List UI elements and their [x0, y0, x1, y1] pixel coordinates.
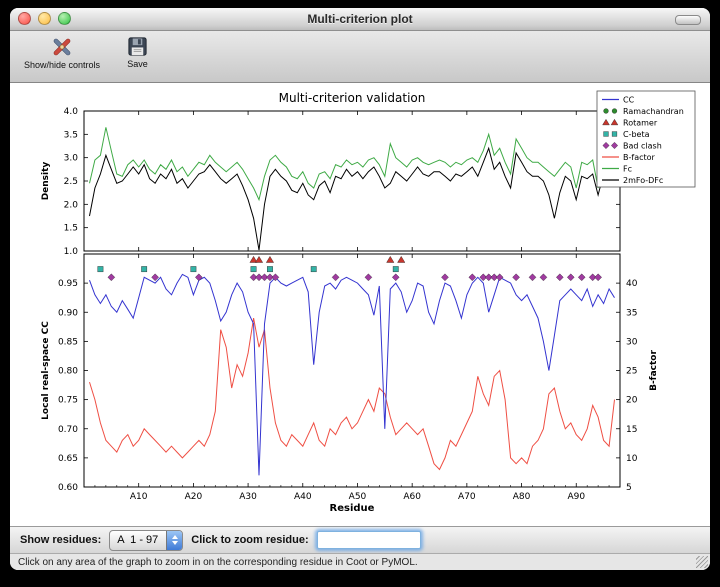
svg-text:A30: A30: [239, 492, 257, 502]
svg-text:4.0: 4.0: [64, 107, 79, 117]
tool-label: Show/hide controls: [24, 60, 101, 70]
svg-text:Fc: Fc: [623, 165, 632, 174]
svg-text:0.80: 0.80: [58, 367, 78, 377]
svg-text:20: 20: [626, 396, 638, 406]
minimize-button[interactable]: [38, 12, 51, 25]
window-controls: [18, 12, 71, 25]
svg-text:2.0: 2.0: [64, 200, 79, 210]
tool-label: Save: [127, 59, 148, 69]
plot-area: 1.0 1.5 2.0 2.5 3.0 3.5 4.0 0.60 0.65 0.70 0.75 0.8…: [10, 83, 710, 526]
svg-text:15: 15: [626, 425, 637, 435]
show-residues-label: Show residues:: [20, 534, 102, 546]
chart-legend: CC Ramachandran Rotamer C-beta Bad clash B-fa…: [596, 90, 696, 188]
svg-text:30: 30: [626, 337, 638, 347]
zoom-residue-label: Click to zoom residue:: [191, 534, 309, 546]
svg-text:C-beta: C-beta: [623, 130, 650, 139]
controls-bar: Show residues: A 1 - 97 Click to zoom re…: [10, 526, 710, 553]
window-title: Multi-criterion plot: [307, 12, 413, 26]
svg-text:10: 10: [626, 454, 638, 464]
svg-text:2.5: 2.5: [64, 177, 78, 187]
svg-text:B-factor: B-factor: [649, 350, 659, 391]
controls-icon: [53, 38, 71, 56]
svg-text:Bad clash: Bad clash: [623, 142, 662, 151]
close-button[interactable]: [18, 12, 31, 25]
svg-text:A40: A40: [294, 492, 312, 502]
svg-text:A10: A10: [130, 492, 148, 502]
svg-text:A80: A80: [513, 492, 531, 502]
svg-text:0.85: 0.85: [58, 337, 78, 347]
save-button[interactable]: Save: [122, 34, 153, 70]
svg-text:A70: A70: [458, 492, 476, 502]
status-text: Click on any area of the graph to zoom i…: [18, 556, 418, 568]
resize-grip[interactable]: [696, 556, 708, 568]
svg-text:Rotamer: Rotamer: [623, 119, 658, 128]
svg-text:2mFo-DFc: 2mFo-DFc: [623, 176, 663, 185]
svg-text:A50: A50: [349, 492, 367, 502]
svg-text:3.0: 3.0: [64, 154, 79, 164]
svg-text:Local real-space CC: Local real-space CC: [41, 321, 51, 420]
svg-text:3.5: 3.5: [64, 130, 78, 140]
svg-text:0.65: 0.65: [58, 454, 78, 464]
save-icon: [128, 37, 147, 56]
svg-text:5: 5: [626, 483, 632, 493]
svg-text:Ramachandran: Ramachandran: [623, 107, 684, 116]
svg-text:35: 35: [626, 308, 637, 318]
multi-criterion-chart[interactable]: 1.0 1.5 2.0 2.5 3.0 3.5 4.0 0.60 0.65 0.70 0.75 0.8…: [22, 89, 698, 513]
toolbar-toggle-button[interactable]: [675, 15, 701, 25]
svg-text:A90: A90: [567, 492, 585, 502]
residue-range-select[interactable]: A 1 - 97: [109, 529, 184, 551]
svg-text:B-factor: B-factor: [623, 153, 656, 162]
status-bar: Click on any area of the graph to zoom i…: [10, 553, 710, 570]
zoom-window-button[interactable]: [58, 12, 71, 25]
zoom-residue-input[interactable]: [316, 531, 421, 549]
svg-text:0.60: 0.60: [58, 483, 78, 493]
svg-text:Density: Density: [41, 162, 51, 201]
select-stepper-icon: [166, 530, 183, 550]
title-bar[interactable]: Multi-criterion plot: [10, 8, 710, 31]
toolbar: Show/hide controls Save: [10, 31, 710, 83]
svg-text:25: 25: [626, 367, 637, 377]
svg-text:A20: A20: [185, 492, 203, 502]
svg-text:0.90: 0.90: [58, 308, 78, 318]
app-window: Multi-criterion plot Show/hide controls: [10, 8, 710, 570]
svg-text:0.75: 0.75: [58, 396, 78, 406]
residue-range-value: A 1 - 97: [117, 533, 159, 546]
svg-text:40: 40: [626, 279, 638, 289]
svg-text:Multi-criterion validation: Multi-criterion validation: [279, 91, 426, 105]
svg-text:0.95: 0.95: [58, 279, 78, 289]
svg-text:0.70: 0.70: [58, 425, 78, 435]
svg-text:A60: A60: [403, 492, 421, 502]
svg-text:1.0: 1.0: [64, 247, 79, 257]
show-hide-controls-button[interactable]: Show/hide controls: [20, 34, 104, 71]
svg-text:CC: CC: [623, 96, 635, 105]
svg-text:1.5: 1.5: [64, 224, 78, 234]
svg-text:Residue: Residue: [330, 503, 375, 513]
